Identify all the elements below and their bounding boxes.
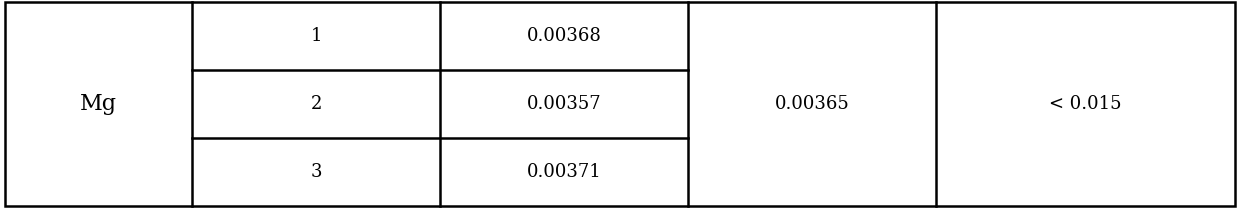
Text: 1: 1 (310, 27, 322, 45)
Text: Mg: Mg (81, 93, 117, 115)
Text: 0.00368: 0.00368 (527, 27, 601, 45)
Text: < 0.015: < 0.015 (1049, 95, 1122, 113)
Text: 2: 2 (310, 95, 322, 113)
Text: 0.00371: 0.00371 (527, 163, 601, 181)
Text: 0.00365: 0.00365 (775, 95, 849, 113)
Text: 0.00357: 0.00357 (527, 95, 601, 113)
Text: 3: 3 (310, 163, 322, 181)
